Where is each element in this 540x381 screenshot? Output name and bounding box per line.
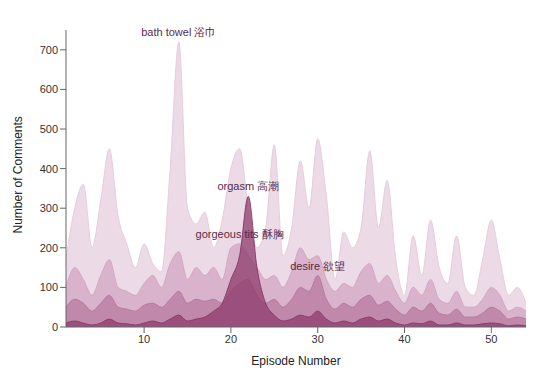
svg-text:Number of Comments: Number of Comments xyxy=(11,116,25,233)
svg-text:bath towel 浴巾: bath towel 浴巾 xyxy=(141,26,216,38)
svg-text:300: 300 xyxy=(40,202,58,214)
svg-text:20: 20 xyxy=(225,333,237,345)
svg-text:600: 600 xyxy=(40,83,58,95)
svg-text:30: 30 xyxy=(312,333,324,345)
svg-text:700: 700 xyxy=(40,44,58,56)
svg-text:desire 欲望: desire 欲望 xyxy=(290,260,345,272)
svg-text:100: 100 xyxy=(40,281,58,293)
svg-text:Episode Number: Episode Number xyxy=(251,354,340,368)
svg-text:gorgeous tits 酥胸: gorgeous tits 酥胸 xyxy=(196,228,284,240)
svg-text:200: 200 xyxy=(40,242,58,254)
svg-text:orgasm 高潮: orgasm 高潮 xyxy=(217,180,279,192)
svg-text:40: 40 xyxy=(398,333,410,345)
svg-text:400: 400 xyxy=(40,163,58,175)
svg-text:500: 500 xyxy=(40,123,58,135)
svg-text:0: 0 xyxy=(52,321,58,333)
svg-text:50: 50 xyxy=(485,333,497,345)
svg-text:10: 10 xyxy=(138,333,150,345)
